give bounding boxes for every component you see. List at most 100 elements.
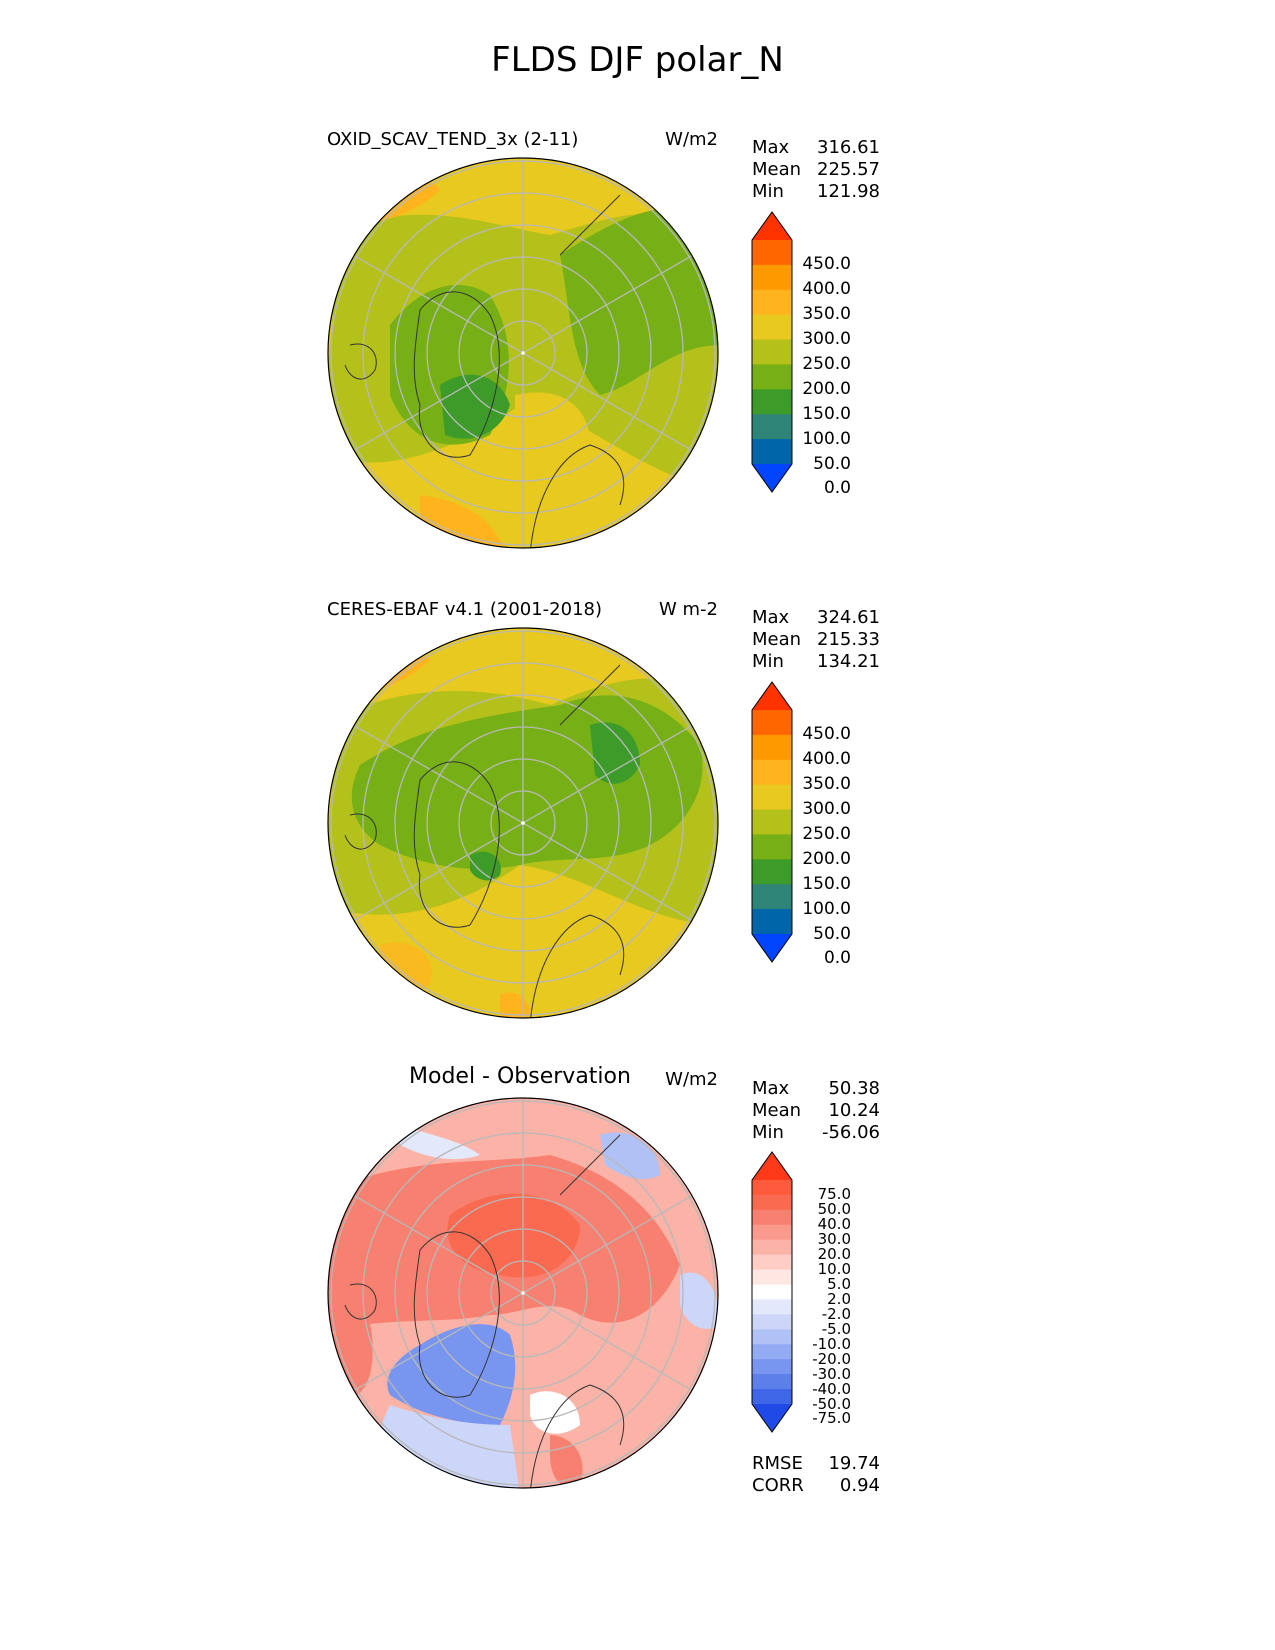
colorbar-band xyxy=(752,264,792,291)
colorbar-outline xyxy=(751,1151,793,1433)
colorbar-band xyxy=(752,1194,792,1211)
colorbar-band xyxy=(752,909,792,935)
colorbar-band xyxy=(752,1344,792,1360)
colorbar-tick-label: -75.0 xyxy=(812,1409,851,1428)
colorbar-tick-label: 300.0 xyxy=(802,329,851,350)
colorbar-tick-label: 30.0 xyxy=(817,1230,851,1249)
colorbar-tick-label: 40.0 xyxy=(817,1215,851,1234)
colorbar-tick-label: -50.0 xyxy=(812,1394,851,1413)
colorbar-extend-top xyxy=(752,682,792,710)
stat-mean: Mean 225.57 xyxy=(752,159,880,180)
stats-model: Max 316.61 Mean 225.57 Min 121.98 xyxy=(752,137,880,203)
colorbar-tick-label: 50.0 xyxy=(817,1200,851,1219)
colorbar-model xyxy=(751,211,793,493)
colorbar-tick-label: 450.0 xyxy=(802,254,851,275)
colorbar-tick-label: 250.0 xyxy=(802,823,851,844)
colorbar-tick-label: 2.0 xyxy=(827,1289,851,1308)
colorbar-tick-label: 75.0 xyxy=(817,1185,851,1204)
colorbar-tick-label: -5.0 xyxy=(821,1319,851,1338)
stat-max: Max 50.38 xyxy=(752,1078,880,1099)
colorbar-tick-label: 100.0 xyxy=(802,898,851,919)
colorbar-band xyxy=(752,1209,792,1226)
colorbar-band xyxy=(752,1389,792,1405)
colorbar-tick-label: -20.0 xyxy=(812,1349,851,1368)
colorbar-tick-label: 0.0 xyxy=(823,948,851,969)
metrics-diff: RMSE 19.74 CORR 0.94 xyxy=(752,1453,880,1497)
colorbar-band xyxy=(752,414,792,440)
colorbar-band xyxy=(752,439,792,465)
stat-min: Min 134.21 xyxy=(752,651,880,672)
colorbar-band xyxy=(752,834,792,860)
colorbar-band xyxy=(752,1180,792,1196)
metric-corr: CORR 0.94 xyxy=(752,1475,880,1496)
colorbar-tick-label: 150.0 xyxy=(802,403,851,424)
figure-title: FLDS DJF polar_N xyxy=(491,40,784,80)
colorbar-band xyxy=(752,1299,792,1315)
colorbar-band xyxy=(752,759,792,786)
colorbar-tick-label: -30.0 xyxy=(812,1364,851,1383)
colorbar-tick-label: 50.0 xyxy=(813,923,851,944)
colorbar-extend-bottom xyxy=(752,934,792,962)
colorbar-obs xyxy=(751,681,793,963)
colorbar-tick-label: 400.0 xyxy=(802,279,851,300)
colorbar-tick-label: 5.0 xyxy=(827,1275,851,1294)
colorbar-band xyxy=(752,710,792,736)
panel-units-model: W/m2 xyxy=(665,129,718,150)
colorbar-extend-top xyxy=(752,1152,792,1180)
colorbar-outline xyxy=(751,211,793,493)
colorbar-band xyxy=(752,734,792,761)
colorbar-band xyxy=(752,859,792,885)
colorbar-band xyxy=(752,389,792,415)
colorbar-tick-label: 50.0 xyxy=(813,453,851,474)
colorbar-tick-label: 250.0 xyxy=(802,353,851,374)
colorbar-band xyxy=(752,240,792,266)
colorbar-band xyxy=(752,1254,792,1271)
colorbar-tick-label: -2.0 xyxy=(821,1304,851,1323)
panel-title-diff: Model - Observation xyxy=(409,1064,631,1089)
colorbar-band xyxy=(752,314,792,341)
colorbar-diff xyxy=(751,1151,793,1433)
stats-diff: Max 50.38 Mean 10.24 Min -56.06 xyxy=(752,1078,880,1144)
colorbar-tick-label: -10.0 xyxy=(812,1334,851,1353)
colorbar-band xyxy=(752,1374,792,1390)
colorbar-extend-bottom xyxy=(752,464,792,492)
colorbar-band xyxy=(752,1224,792,1241)
panel-units-obs: W m-2 xyxy=(658,599,718,620)
colorbar-band xyxy=(752,364,792,390)
colorbar-tick-label: 200.0 xyxy=(802,378,851,399)
colorbar-tick-label: 400.0 xyxy=(802,749,851,770)
panel-units-diff: W/m2 xyxy=(665,1069,718,1090)
colorbar-tick-label: 350.0 xyxy=(802,304,851,325)
colorbar-tick-label: 150.0 xyxy=(802,873,851,894)
colorbar-band xyxy=(752,289,792,316)
stat-max: Max 324.61 xyxy=(752,607,880,628)
colorbar-tick-label: 450.0 xyxy=(802,724,851,745)
colorbar-band xyxy=(752,339,792,365)
panel-title-obs: CERES-EBAF v4.1 (2001-2018) xyxy=(327,599,603,620)
colorbar-band xyxy=(752,1269,792,1286)
colorbar-band xyxy=(752,1314,792,1330)
colorbar-band xyxy=(752,784,792,811)
colorbar-tick-label: 350.0 xyxy=(802,774,851,795)
metric-rmse: RMSE 19.74 xyxy=(752,1453,880,1474)
stat-min: Min 121.98 xyxy=(752,181,880,202)
stat-mean: Mean 215.33 xyxy=(752,629,880,650)
colorbar-tick-label: 200.0 xyxy=(802,848,851,869)
polar-map-diff xyxy=(327,1097,719,1489)
colorbar-tick-label: 100.0 xyxy=(802,428,851,449)
colorbar-extend-top xyxy=(752,212,792,240)
colorbar-tick-label: -40.0 xyxy=(812,1379,851,1398)
stat-min: Min -56.06 xyxy=(752,1122,880,1143)
colorbar-band xyxy=(752,1359,792,1375)
polar-map-model xyxy=(327,157,719,549)
colorbar-band xyxy=(752,1284,792,1300)
colorbar-band xyxy=(752,1239,792,1256)
stat-max: Max 316.61 xyxy=(752,137,880,158)
colorbar-extend-bottom xyxy=(752,1404,792,1432)
stats-obs: Max 324.61 Mean 215.33 Min 134.21 xyxy=(752,607,880,673)
polar-map-obs xyxy=(327,627,719,1019)
colorbar-band xyxy=(752,884,792,910)
colorbar-outline xyxy=(751,681,793,963)
colorbar-tick-label: 10.0 xyxy=(817,1260,851,1279)
colorbar-band xyxy=(752,1329,792,1345)
